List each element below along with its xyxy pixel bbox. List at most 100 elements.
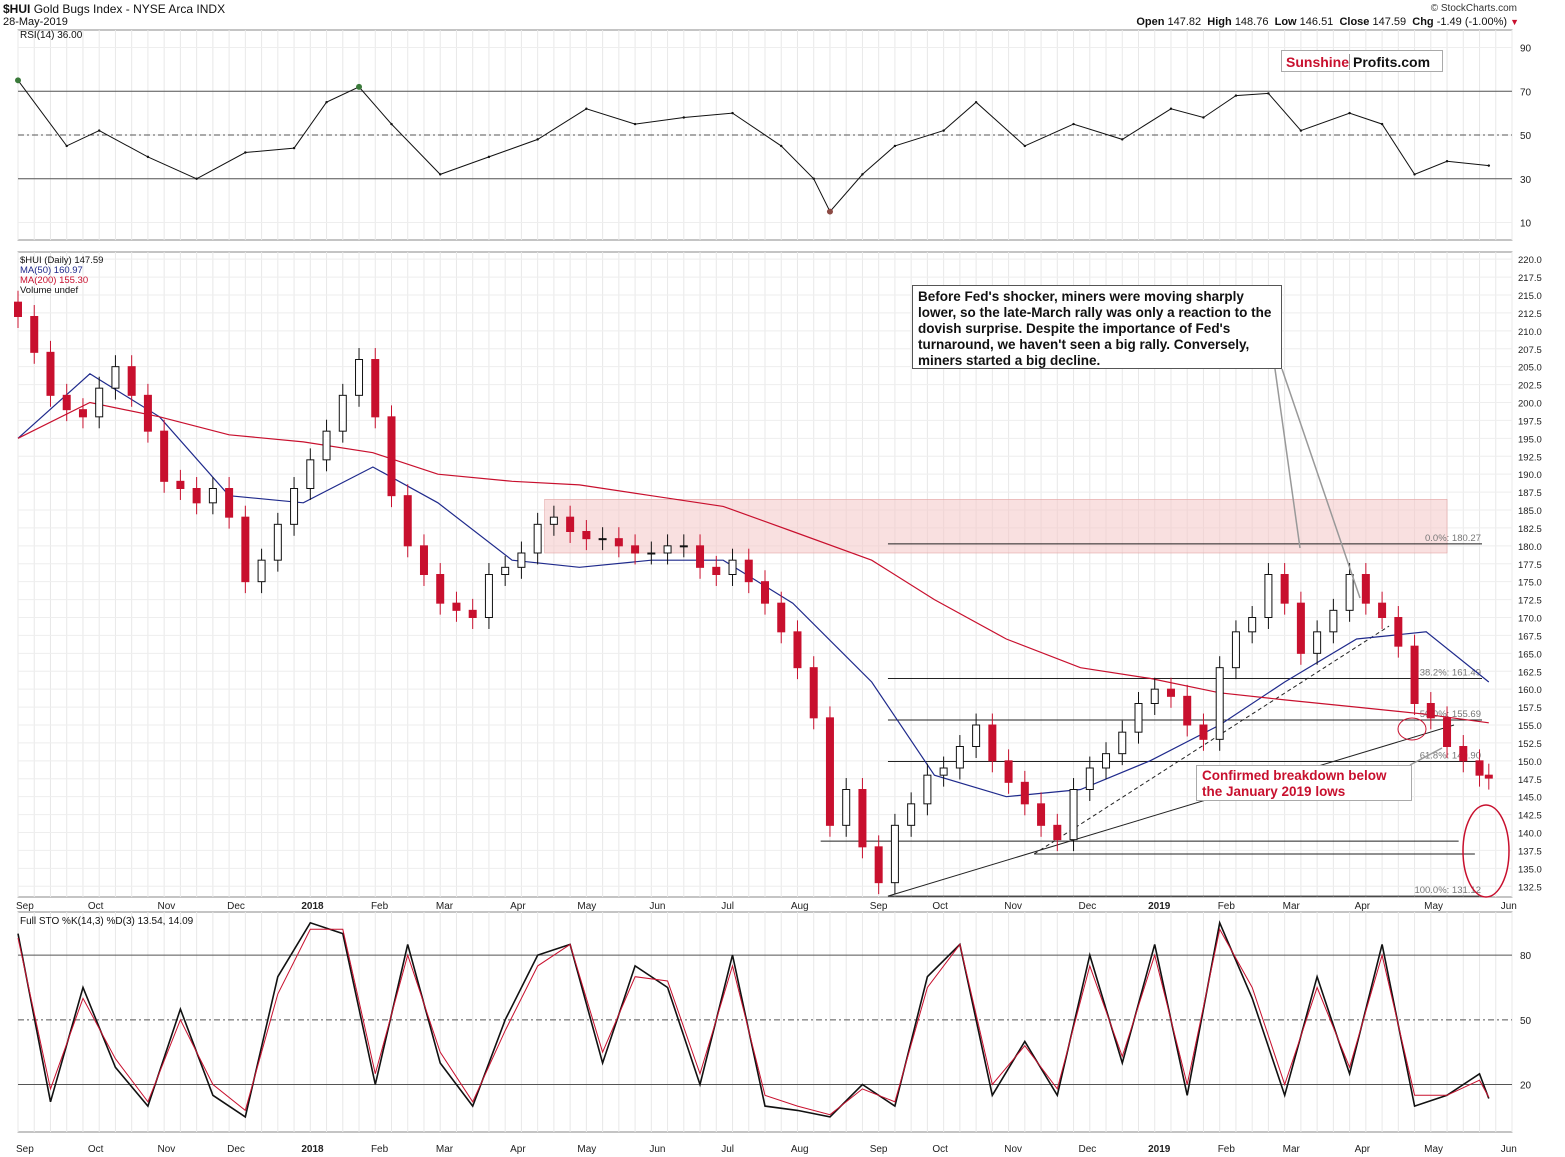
price-tick-label: 215.0 [1518, 291, 1542, 302]
candle [78, 409, 87, 418]
candle [1004, 760, 1013, 783]
candle [95, 387, 104, 418]
price-tick-label: 212.5 [1518, 309, 1542, 320]
price-tick-label: 135.0 [1518, 864, 1542, 875]
chg-label: Chg [1412, 16, 1434, 28]
sunshine-profits-logo: Sunshine Profits.com [1281, 50, 1443, 72]
x-tick-label: Feb [1218, 901, 1236, 912]
ohlc-readout: Open 147.82 High 148.76 Low 146.51 Close… [1136, 16, 1519, 28]
x-tick-label: May [1424, 901, 1443, 912]
price-tick-label: 165.0 [1518, 649, 1542, 660]
candle [566, 516, 575, 533]
candle [793, 631, 802, 669]
rsi-point [487, 155, 491, 159]
candle [825, 717, 834, 826]
legend-price: $HUI (Daily) 147.59 [20, 255, 104, 266]
rsi-tick-label: 50 [1520, 131, 1532, 142]
high-label: High [1207, 16, 1232, 28]
x-tick-label: Jul [721, 1144, 734, 1155]
rsi-point [780, 144, 783, 148]
price-tick-label: 167.5 [1518, 631, 1542, 642]
price-tick-label: 197.5 [1518, 416, 1542, 427]
high-value: 148.76 [1234, 16, 1269, 28]
candle [761, 581, 769, 604]
trendline [887, 724, 1455, 897]
candle [371, 359, 380, 418]
price-tick-label: 140.0 [1518, 829, 1542, 840]
candle [322, 430, 331, 461]
open-value: 147.82 [1167, 16, 1202, 28]
rsi-point [325, 100, 328, 104]
symbol: $HUI [3, 2, 31, 16]
price-tick-label: 185.0 [1518, 506, 1542, 517]
rsi-point [439, 173, 442, 176]
rsi-point [942, 129, 945, 132]
rsi-point [146, 155, 150, 159]
candle [598, 538, 607, 541]
candle [1475, 760, 1484, 776]
price-tick-label: 192.5 [1518, 452, 1542, 463]
candle [647, 552, 656, 555]
price-tick-label: 160.0 [1518, 685, 1542, 696]
index-name: Gold Bugs Index - NYSE Arca INDX [33, 2, 226, 16]
candle [1166, 688, 1175, 697]
x-tick-label: Sep [870, 901, 888, 912]
candle [907, 803, 916, 826]
rsi-point [1487, 164, 1491, 167]
fibonacci-label: 38.2%: 161.49 [1420, 667, 1481, 678]
candle [1199, 724, 1208, 740]
fibonacci-label: 61.8%: 149.90 [1420, 751, 1481, 762]
candle [631, 545, 640, 554]
candle [955, 746, 964, 769]
x-tick-label: Mar [1283, 901, 1301, 912]
candle [46, 351, 55, 396]
fibonacci-label: 0.0%: 180.27 [1425, 533, 1481, 544]
candle [614, 538, 623, 547]
x-tick-label: 2019 [1148, 1144, 1171, 1155]
x-tick-label: Feb [371, 1144, 389, 1155]
callout-line [1281, 368, 1361, 599]
candle [1394, 617, 1403, 647]
candle [988, 724, 997, 762]
candle [712, 566, 721, 575]
rsi-point [1445, 160, 1449, 163]
x-tick-label: Dec [227, 901, 245, 912]
price-tick-label: 147.5 [1518, 775, 1542, 786]
close-value: 147.59 [1372, 16, 1407, 28]
fed-annotation: Before Fed's shocker, miners were moving… [912, 285, 1282, 369]
x-tick-label: Jul [721, 901, 734, 912]
candle [939, 767, 948, 776]
candle [663, 545, 672, 554]
candle [501, 566, 510, 575]
x-tick-label: Sep [16, 1144, 34, 1155]
rsi-tick-label: 90 [1520, 44, 1532, 55]
target-circle [1462, 804, 1510, 898]
candle [306, 459, 315, 490]
price-tick-label: 152.5 [1518, 739, 1542, 750]
x-tick-label: May [577, 901, 596, 912]
rsi-tick-label: 70 [1520, 87, 1532, 98]
stochastic-tick-label: 50 [1520, 1016, 1532, 1027]
rsi-point [292, 146, 296, 150]
x-tick-label: Mar [1283, 1144, 1301, 1155]
candle [387, 416, 396, 497]
price-panel: 132.5 135.0 137.5 140.0 142.5 145.0 147.5 150.0… [14, 251, 1542, 898]
price-tick-label: 155.0 [1518, 721, 1542, 732]
candle [30, 316, 39, 353]
logo-part2: Profits.com [1349, 54, 1431, 70]
price-tick-label: 132.5 [1518, 882, 1542, 893]
x-tick-label: Mar [436, 1144, 454, 1155]
price-tick-label: 180.0 [1518, 542, 1542, 553]
price-tick-label: 187.5 [1518, 488, 1542, 499]
rsi-point [812, 177, 815, 180]
candle [1102, 753, 1111, 769]
candle [744, 559, 753, 583]
candle [517, 552, 526, 568]
candle [14, 301, 22, 317]
down-arrow-icon: ▼ [1510, 17, 1519, 27]
x-tick-label: Apr [1355, 901, 1371, 912]
candle [1280, 574, 1289, 604]
breakdown-circle [1397, 717, 1427, 741]
price-tick-label: 177.5 [1518, 560, 1542, 571]
